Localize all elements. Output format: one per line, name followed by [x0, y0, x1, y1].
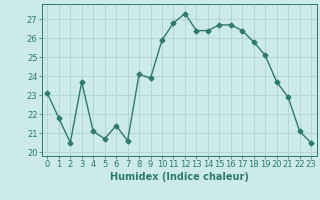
X-axis label: Humidex (Indice chaleur): Humidex (Indice chaleur): [110, 172, 249, 182]
